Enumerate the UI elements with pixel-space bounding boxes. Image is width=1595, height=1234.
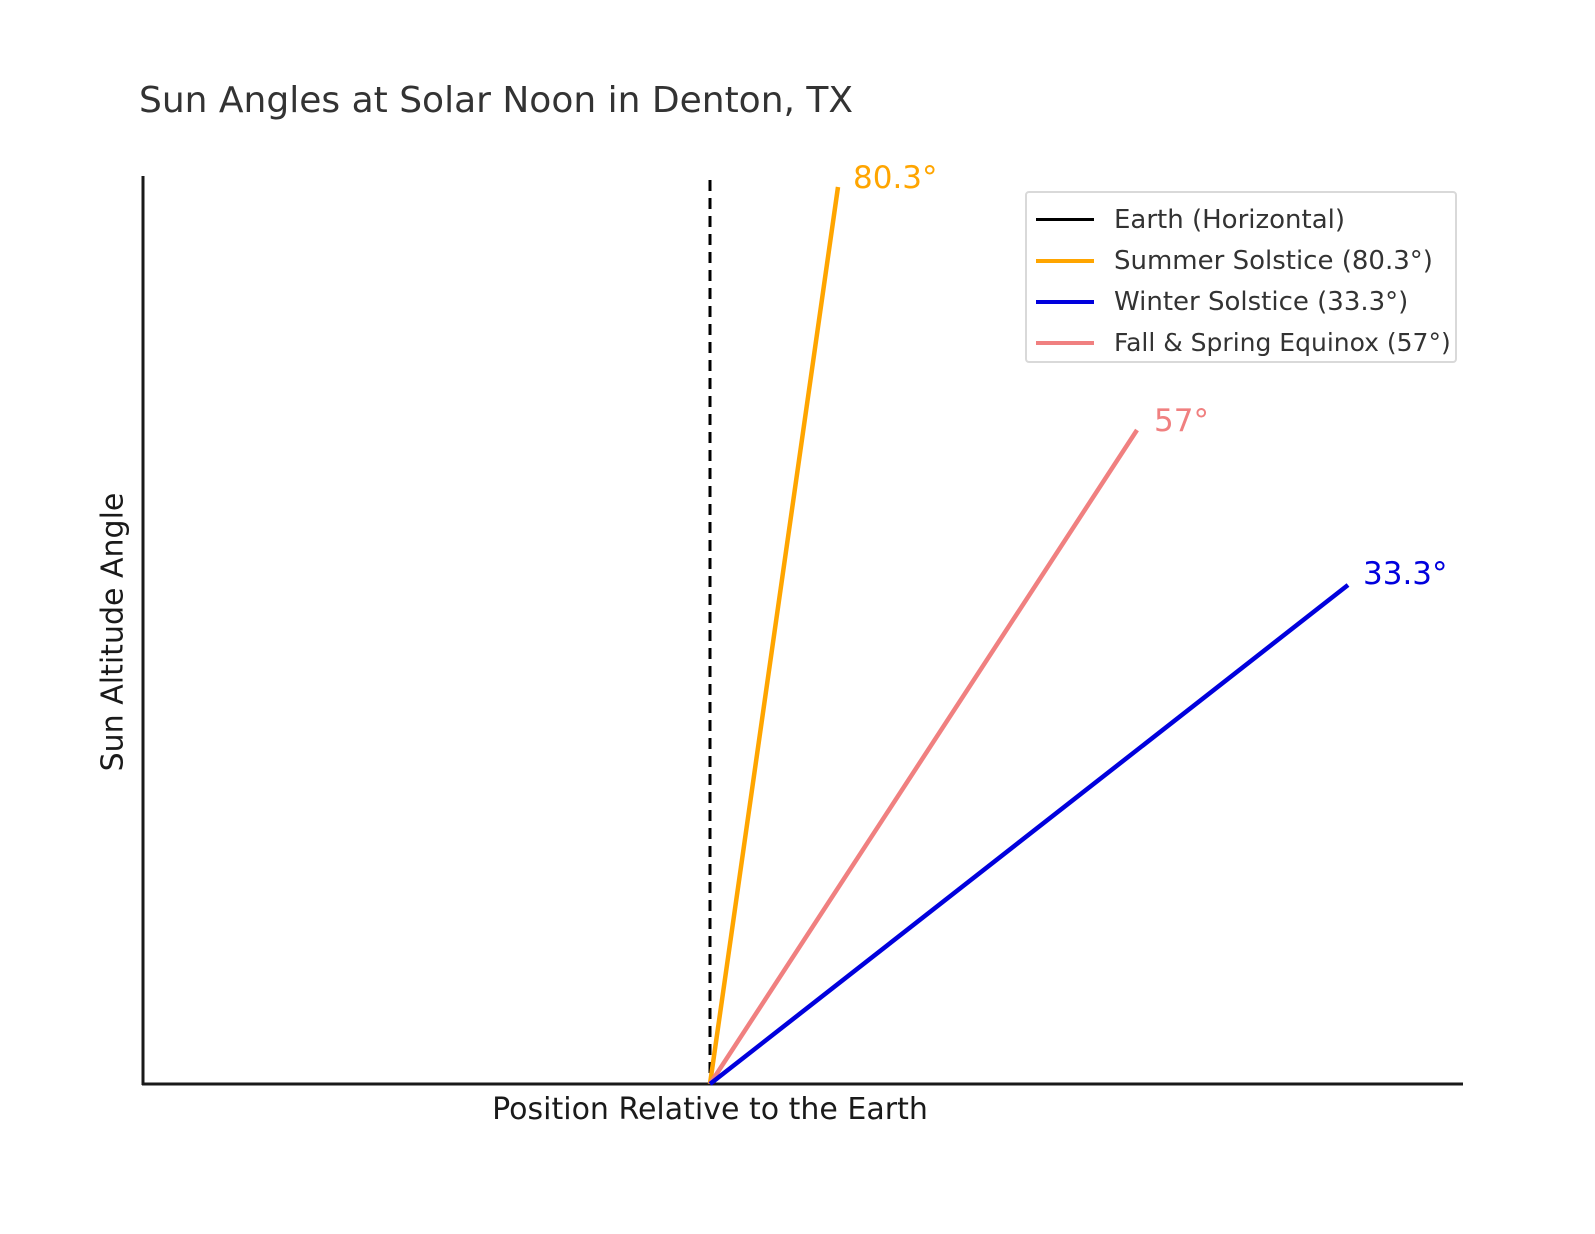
legend-swatch-winter (1036, 299, 1094, 304)
equinox-line (708, 428, 1139, 1086)
legend-item-summer: Summer Solstice (80.3°) (1027, 240, 1455, 281)
chart-title: Sun Angles at Solar Noon in Denton, TX (139, 80, 854, 121)
legend-swatch-equinox (1036, 340, 1094, 345)
legend-swatch-summer (1036, 258, 1094, 263)
winter-angle-label: 33.3° (1363, 556, 1448, 592)
legend: Earth (Horizontal) Summer Solstice (80.3… (1025, 191, 1457, 363)
x-axis-label: Position Relative to the Earth (492, 1092, 928, 1127)
legend-item-earth: Earth (Horizontal) (1027, 199, 1455, 240)
legend-label: Summer Solstice (80.3°) (1114, 245, 1433, 276)
legend-item-equinox: Fall & Spring Equinox (57°) (1027, 322, 1455, 363)
legend-label: Earth (Horizontal) (1114, 204, 1346, 235)
winter-solstice-line (708, 583, 1350, 1086)
legend-swatch-earth (1036, 218, 1094, 221)
legend-label: Fall & Spring Equinox (57°) (1114, 328, 1451, 357)
summer-angle-label: 80.3° (853, 160, 938, 196)
equinox-angle-label: 57° (1154, 403, 1209, 439)
y-axis-label: Sun Altitude Angle (95, 492, 131, 772)
summer-solstice-line (707, 186, 841, 1085)
legend-label: Winter Solstice (33.3°) (1114, 286, 1409, 317)
legend-item-winter: Winter Solstice (33.3°) (1027, 281, 1455, 322)
